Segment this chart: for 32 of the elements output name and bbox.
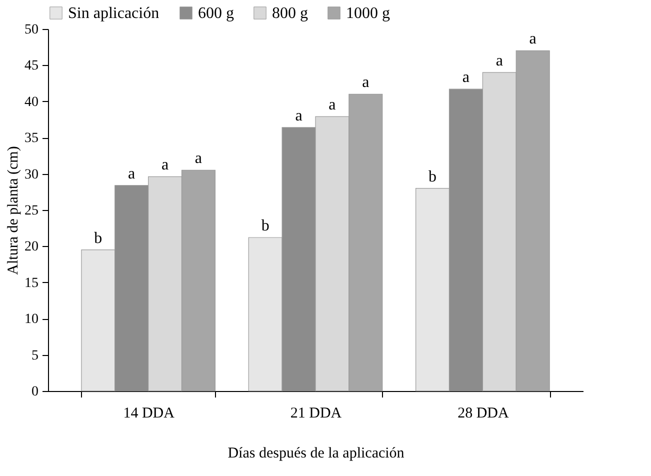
y-tick-label: 40 xyxy=(24,94,38,110)
y-tick-label: 35 xyxy=(24,131,38,146)
legend-label: 800 g xyxy=(272,5,308,22)
data-label: a xyxy=(496,52,503,70)
y-tick-label: 10 xyxy=(24,312,38,328)
data-label: b xyxy=(94,230,102,247)
data-label: a xyxy=(128,165,136,182)
legend-label: 600 g xyxy=(198,5,234,22)
y-tick-label: 25 xyxy=(24,204,38,218)
y-tick-label: 15 xyxy=(24,276,38,291)
y-tick-label: 30 xyxy=(24,167,38,182)
legend-label: Sin aplicación xyxy=(68,5,160,22)
y-tick-label: 20 xyxy=(24,240,38,255)
data-label: a xyxy=(529,30,536,48)
y-tick-label: 45 xyxy=(24,58,38,74)
data-label: a xyxy=(328,96,336,114)
y-axis-title: Altura de planta (cm) xyxy=(6,146,22,275)
legend-label: 1000 g xyxy=(346,5,390,22)
data-label: a xyxy=(462,69,470,86)
x-tick-label: 21 DDA xyxy=(290,406,342,422)
data-label: a xyxy=(194,150,202,168)
x-tick-label: 28 DDA xyxy=(458,406,509,422)
data-label: b xyxy=(428,168,437,186)
x-axis-title: Días después de la aplicación xyxy=(228,446,405,462)
y-tick-label: 5 xyxy=(32,348,38,364)
data-label: a xyxy=(362,74,370,92)
y-tick-label: 0 xyxy=(32,384,38,400)
x-tick-label: 14 DDA xyxy=(123,406,175,422)
data-label: b xyxy=(261,218,270,235)
y-tick-label: 50 xyxy=(24,22,38,38)
data-label: a xyxy=(161,156,169,174)
data-label: a xyxy=(295,107,302,124)
